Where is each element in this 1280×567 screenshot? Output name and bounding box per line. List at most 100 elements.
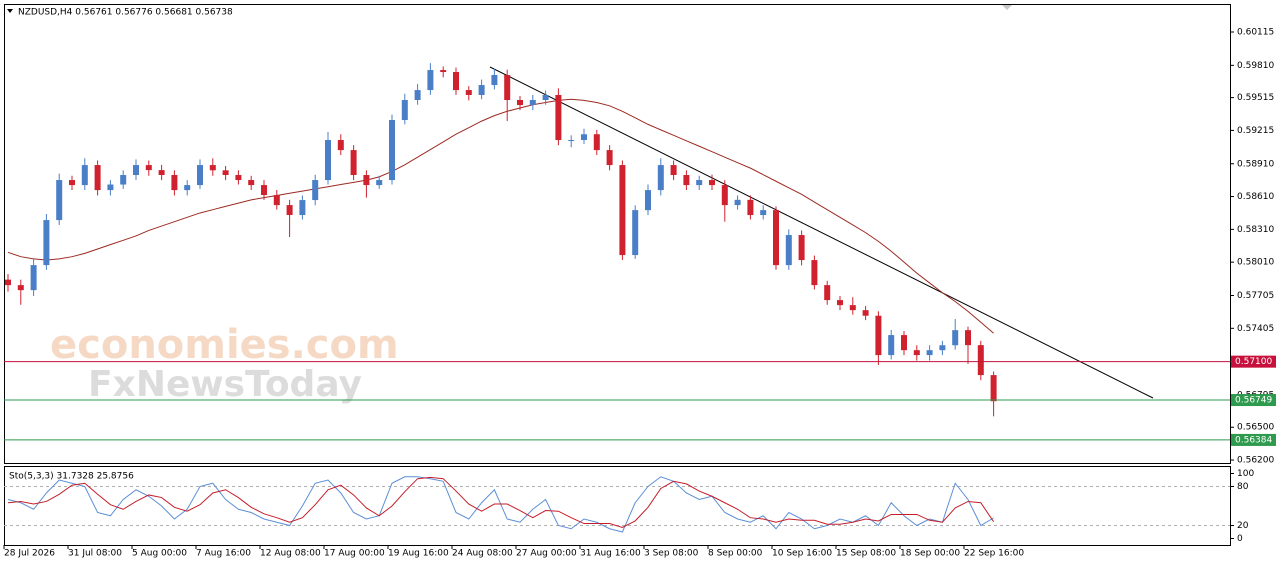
y-tick-label: 0.57705 xyxy=(1237,291,1274,301)
y-tick-label: 0.58910 xyxy=(1237,159,1274,169)
price-level-box xyxy=(1231,355,1276,368)
candle-body xyxy=(401,100,408,121)
candle-body xyxy=(478,85,485,95)
x-tick-label: 15 Sep 08:00 xyxy=(836,549,896,559)
y-tick-label: 0.58010 xyxy=(1237,258,1274,268)
candle-body xyxy=(977,345,984,376)
candle-body xyxy=(542,94,549,101)
oscillator-line xyxy=(7,476,995,528)
candle-body xyxy=(389,120,395,181)
candle-body xyxy=(555,94,562,141)
candle-body xyxy=(286,205,293,216)
y-tick-label: 0.57405 xyxy=(1237,324,1274,334)
candle-body xyxy=(107,184,114,191)
x-tick-label: 8 Sep 00:00 xyxy=(708,549,763,559)
y-tick-label: 0.56200 xyxy=(1237,456,1274,466)
candle-body xyxy=(427,70,434,91)
candle-body xyxy=(453,72,459,91)
candle-body xyxy=(235,175,242,181)
candle-body xyxy=(824,285,831,301)
candle-body xyxy=(363,175,370,186)
price-level-label: 0.56384 xyxy=(1235,435,1272,445)
x-tick-label: 10 Sep 16:00 xyxy=(772,549,832,559)
candle-body xyxy=(875,315,882,356)
oscillator-title: Sto(5,3,3) 31.7328 25.8756 xyxy=(9,472,134,482)
candle-body xyxy=(811,260,818,286)
candle-body xyxy=(645,190,651,211)
candle-body xyxy=(529,100,536,106)
candle-body xyxy=(56,180,63,221)
candle-body xyxy=(414,90,421,101)
candle-body xyxy=(939,345,946,351)
x-tick-label: 17 Aug 00:00 xyxy=(324,549,385,559)
y-tick-label: 0.59515 xyxy=(1237,93,1274,103)
candle-body xyxy=(465,90,472,95)
chart-title: NZDUSD,H4 0.56761 0.56776 0.56681 0.5673… xyxy=(18,8,233,18)
candle-body xyxy=(952,330,959,346)
candle-body xyxy=(901,335,907,351)
candle-body xyxy=(145,165,152,171)
candle-body xyxy=(325,140,331,181)
x-tick-label: 19 Aug 16:00 xyxy=(388,549,449,559)
candle-body xyxy=(606,150,613,166)
moving-average xyxy=(7,98,994,334)
y-tick-label: 0.56500 xyxy=(1237,423,1274,433)
candle-body xyxy=(81,165,88,186)
candle-body xyxy=(581,134,587,141)
candle-body xyxy=(888,335,895,356)
candle-body xyxy=(568,140,575,142)
candle-body xyxy=(171,175,178,191)
candle-body xyxy=(491,74,498,86)
candle-body xyxy=(773,210,779,266)
trend-line xyxy=(489,66,1154,399)
oscillator-panel xyxy=(4,466,1231,546)
y-tick-label: 0.60115 xyxy=(1237,28,1274,38)
candle-body xyxy=(248,180,255,186)
candle-body xyxy=(926,350,933,356)
candle-body xyxy=(94,165,101,191)
x-tick-label: 31 Jul 08:00 xyxy=(68,549,122,559)
candle-body xyxy=(990,375,997,402)
candle-body xyxy=(619,165,626,256)
candle-body xyxy=(133,165,139,176)
price-level-box xyxy=(1231,433,1276,446)
y-tick-label: 0.59810 xyxy=(1237,61,1274,71)
y-tick-label: 0 xyxy=(1237,534,1243,544)
candle-body xyxy=(913,350,920,356)
x-tick-label: 24 Aug 08:00 xyxy=(452,549,513,559)
price-level-label: 0.56749 xyxy=(1235,396,1272,406)
watermark: FxNewsToday xyxy=(88,364,362,405)
candle-body xyxy=(5,279,11,286)
y-tick-label: 100 xyxy=(1237,469,1254,479)
candle-body xyxy=(517,100,523,106)
candle-body xyxy=(696,180,703,186)
x-tick-label: 18 Sep 00:00 xyxy=(900,549,960,559)
candle-body xyxy=(798,235,805,261)
candle-body xyxy=(184,185,191,191)
x-tick-label: 31 Aug 16:00 xyxy=(580,549,641,559)
candle-body xyxy=(965,330,971,346)
candle-body xyxy=(299,200,306,216)
candle-body xyxy=(440,70,447,73)
candle-body xyxy=(760,210,767,216)
x-tick-label: 3 Sep 08:00 xyxy=(644,549,699,559)
candle-body xyxy=(785,235,792,266)
watermark: economies.com xyxy=(50,322,399,368)
candle-body xyxy=(337,140,344,151)
candle-body xyxy=(222,170,229,176)
candle-body xyxy=(632,210,639,256)
candle-body xyxy=(120,175,127,185)
main-panel xyxy=(4,4,1231,464)
candle-body xyxy=(837,300,843,306)
candle-body xyxy=(862,310,869,316)
candle-body xyxy=(158,170,165,176)
candle-body xyxy=(657,165,664,191)
candle-body xyxy=(43,220,50,266)
x-tick-label: 22 Sep 16:00 xyxy=(964,549,1024,559)
candle-body xyxy=(350,150,357,176)
y-tick-label: 0.58310 xyxy=(1237,225,1274,235)
candle-body xyxy=(593,134,600,151)
